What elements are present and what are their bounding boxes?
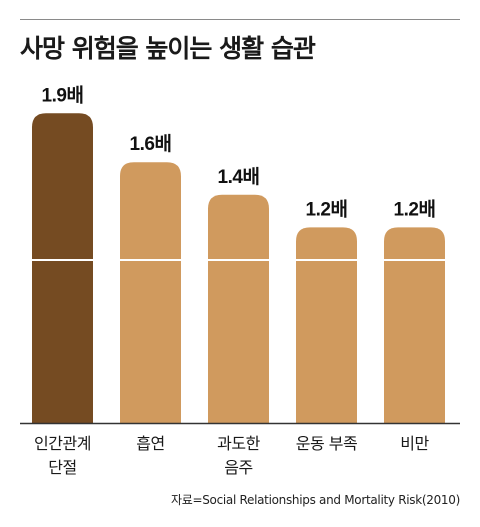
top-rule xyxy=(20,19,460,20)
category-label-4: 비만 xyxy=(400,434,429,453)
data-label-1: 1.6배 xyxy=(130,133,172,155)
data-label-2: 1.4배 xyxy=(218,166,260,188)
category-label-2-line-0: 과도한 xyxy=(217,434,260,453)
bar-0 xyxy=(32,113,93,424)
bar-1 xyxy=(120,162,181,423)
category-label-1: 흡연 xyxy=(136,434,164,453)
data-label-4: 1.2배 xyxy=(394,198,436,220)
category-label-0-line-1: 단절 xyxy=(48,458,76,477)
category-label-0-line-0: 인간관계 xyxy=(34,434,91,453)
bar-2 xyxy=(208,194,269,423)
data-label-3: 1.2배 xyxy=(306,198,348,220)
data-label-0: 1.9배 xyxy=(42,84,84,106)
bar-3 xyxy=(296,227,357,423)
category-label-2-line-1: 음주 xyxy=(224,458,252,477)
chart-title: 사망 위험을 높이는 생활 습관 xyxy=(20,34,316,63)
source-note: 자료=Social Relationships and Mortality Ri… xyxy=(170,493,460,507)
category-label-3: 운동 부족 xyxy=(296,434,357,453)
bar-4 xyxy=(384,227,445,423)
